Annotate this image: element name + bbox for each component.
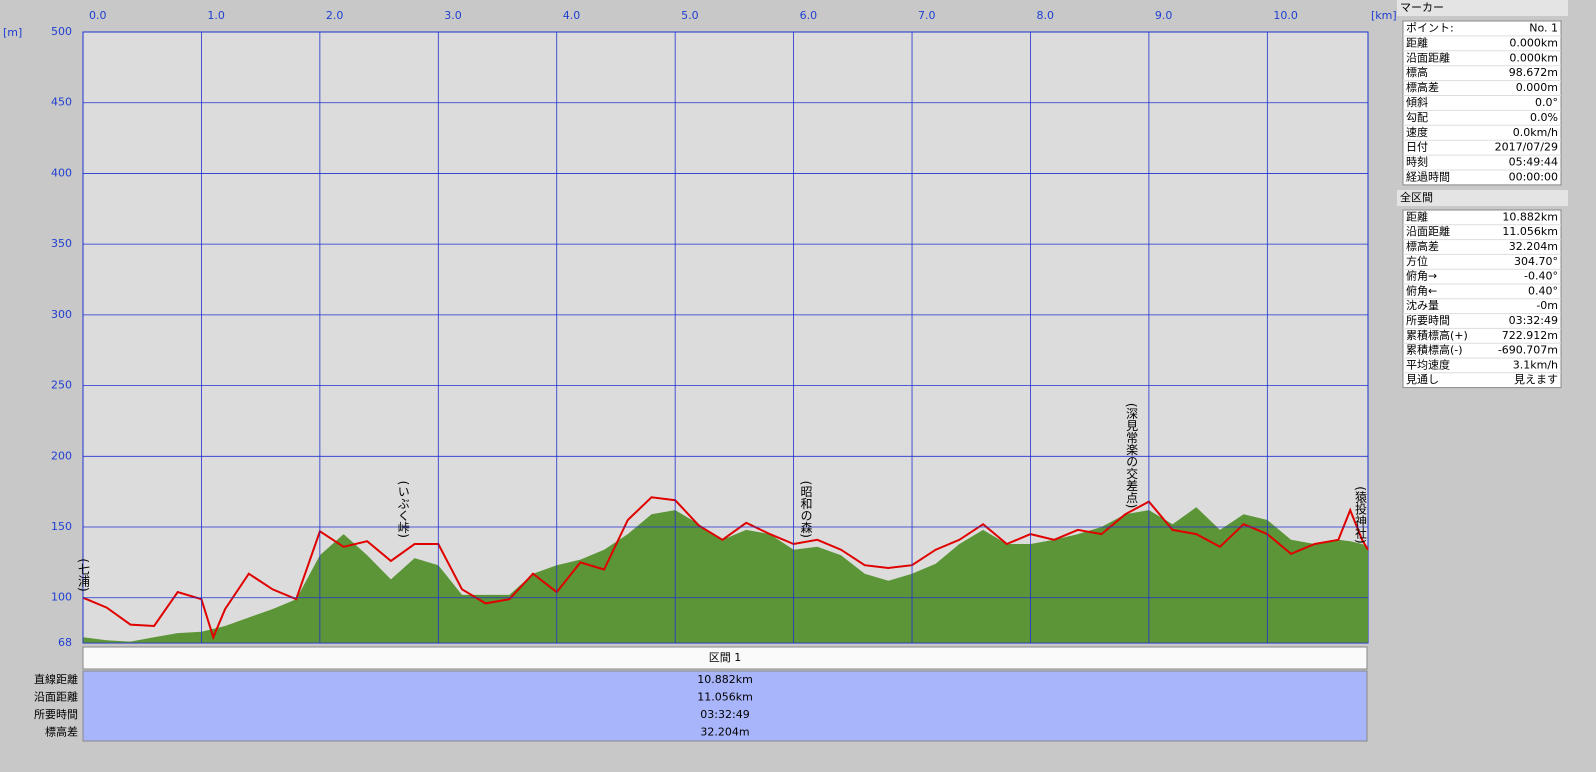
- annotation: (昭和の森): [799, 481, 813, 538]
- x-tick-label: 1.0: [207, 9, 225, 22]
- summary-value: 32.204m: [700, 726, 749, 739]
- annotation: (いぶく峠): [396, 481, 410, 538]
- marker-title-bar: [1397, 0, 1568, 16]
- panel-value: 11.056km: [1502, 225, 1558, 238]
- panel-value: 0.40°: [1528, 284, 1558, 297]
- y-tick-label: 300: [51, 308, 72, 321]
- terrain-area: [83, 507, 1368, 643]
- panel-key: 距離: [1406, 35, 1428, 49]
- x-tick-label: 7.0: [918, 9, 936, 22]
- panel-value: 0.000m: [1516, 81, 1558, 94]
- panel-value: 722.912m: [1502, 329, 1558, 342]
- summary-body: [82, 670, 1368, 742]
- panel-value: 0.0km/h: [1513, 126, 1558, 139]
- panel-key: 方位: [1406, 254, 1428, 268]
- panel-key: 標高差: [1406, 239, 1439, 253]
- summary-label: 直線距離: [34, 672, 78, 686]
- panel-value: 0.000km: [1509, 51, 1558, 64]
- panel-value: -690.707m: [1498, 344, 1558, 357]
- panel-key: 標高: [1406, 65, 1428, 79]
- panel-value: 98.672m: [1509, 66, 1558, 79]
- annotation: (深見常楽の交差点): [1125, 403, 1139, 508]
- panel-value: 3.1km/h: [1513, 358, 1558, 371]
- x-tick-label: 2.0: [326, 9, 344, 22]
- summary-label: 所要時間: [34, 708, 78, 721]
- panel-key: 傾斜: [1406, 95, 1428, 109]
- panel-value: No. 1: [1529, 21, 1558, 34]
- y-tick-label: 450: [51, 96, 72, 109]
- panel-key: 勾配: [1406, 111, 1428, 124]
- elevation-line: [82, 496, 1369, 641]
- panel-value: 03:32:49: [1509, 314, 1558, 327]
- x-unit: [km]: [1371, 9, 1397, 22]
- panel-key: 速度: [1406, 125, 1428, 139]
- y-unit: [m]: [3, 26, 22, 39]
- summary-header: 区間 1: [709, 651, 742, 664]
- x-tick-label: 5.0: [681, 9, 699, 22]
- marker-title: マーカー: [1400, 1, 1444, 14]
- panel-key: 沿面距離: [1406, 50, 1450, 64]
- panel-value: 00:00:00: [1509, 170, 1558, 183]
- panel-key: 時刻: [1406, 155, 1428, 169]
- panel-key: 累積標高(-): [1406, 343, 1463, 357]
- panel-value: -0m: [1536, 299, 1558, 312]
- panel-value: 10.882km: [1502, 210, 1558, 223]
- panel-key: 経過時間: [1406, 170, 1450, 183]
- summary-value: 11.056km: [697, 691, 753, 704]
- x-tick-label: 6.0: [800, 9, 818, 22]
- y-tick-label: 100: [51, 591, 72, 604]
- panel-value: 見えます: [1514, 373, 1558, 386]
- panel-value: -0.40°: [1524, 270, 1558, 283]
- y-tick-label: 200: [51, 449, 72, 462]
- panel-key: 沿面距離: [1406, 224, 1450, 238]
- x-tick-label: 8.0: [1036, 9, 1054, 22]
- panel-key: 見通し: [1406, 373, 1439, 386]
- x-tick-label: 3.0: [444, 9, 462, 22]
- panel-key: 所要時間: [1406, 314, 1450, 327]
- panel-key: 標高差: [1406, 80, 1439, 94]
- panel-value: 05:49:44: [1509, 156, 1558, 169]
- summary-label: 沿面距離: [34, 690, 78, 704]
- y-tick-label: 150: [51, 520, 72, 533]
- x-tick-label: 0.0: [89, 9, 107, 22]
- y-tick-label: 400: [51, 166, 72, 179]
- annotation: (猿投神社): [1354, 486, 1368, 543]
- panel-value: 304.70°: [1514, 255, 1558, 268]
- x-tick-label: 9.0: [1155, 9, 1173, 22]
- panel-key: 俯角←: [1406, 283, 1437, 297]
- panel-key: 沈み量: [1406, 298, 1439, 312]
- section-title-bar: [1397, 190, 1568, 206]
- summary-label: 標高差: [45, 725, 78, 739]
- annotation: (七浦): [77, 558, 91, 591]
- panel-value: 0.0°: [1535, 96, 1558, 109]
- panel-key: 累積標高(+): [1406, 328, 1468, 342]
- panel-key: 俯角→: [1406, 269, 1437, 283]
- y-tick-label: 350: [51, 237, 72, 250]
- section-title: 全区間: [1400, 190, 1433, 204]
- summary-value: 10.882km: [697, 673, 753, 686]
- x-tick-label: 4.0: [563, 9, 581, 22]
- summary-header-cell: [82, 646, 1368, 670]
- panel-table: [1402, 20, 1562, 186]
- summary-value: 03:32:49: [700, 708, 749, 721]
- y-tick-label: 500: [51, 25, 72, 38]
- panel-value: 0.000km: [1509, 36, 1558, 49]
- panel-value: 32.204m: [1509, 240, 1558, 253]
- panel-value: 2017/07/29: [1495, 141, 1558, 154]
- panel-key: 日付: [1406, 141, 1428, 154]
- x-tick-label: 10.0: [1273, 9, 1298, 22]
- panel-key: 平均速度: [1406, 357, 1450, 371]
- y-tick-label: 250: [51, 379, 72, 392]
- panel-key: 距離: [1406, 209, 1428, 223]
- panel-key: ポイント:: [1406, 21, 1454, 34]
- y-tick-label: 68: [58, 636, 72, 649]
- panel-value: 0.0%: [1530, 111, 1558, 124]
